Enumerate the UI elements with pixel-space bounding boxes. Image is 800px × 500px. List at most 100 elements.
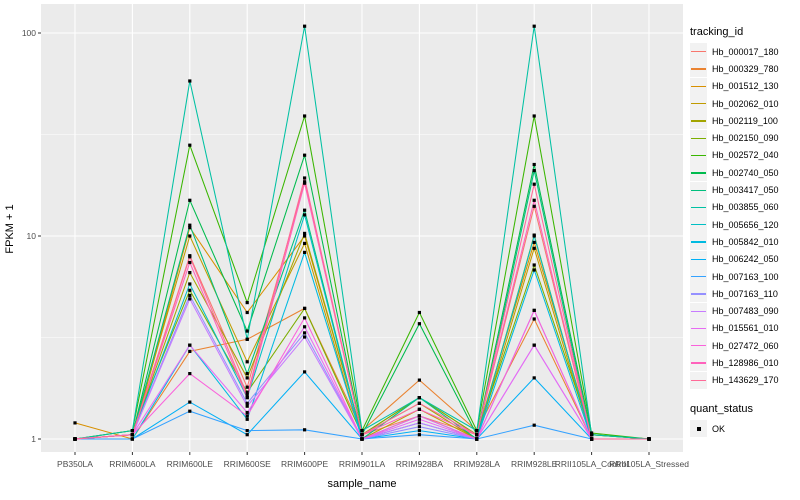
line-key-icon <box>690 371 707 389</box>
data-point <box>303 114 307 118</box>
x-tick-label-RRIM600LA: RRIM600LA <box>109 459 156 469</box>
legend-item-Hb_002062_010: Hb_002062_010 <box>690 95 800 113</box>
legend-item-Hb_007483_090: Hb_007483_090 <box>690 302 800 320</box>
x-tick-label-RRIM928LE: RRIM928LE <box>511 459 558 469</box>
legend-item-label: Hb_007163_100 <box>712 271 779 282</box>
line-key-icon <box>690 233 707 251</box>
line-key-icon <box>690 198 707 216</box>
data-point <box>532 24 536 28</box>
data-point <box>532 317 536 321</box>
legend-item-Hb_000329_780: Hb_000329_780 <box>690 60 800 78</box>
data-point <box>188 234 192 238</box>
data-point <box>303 331 307 335</box>
legend-item-Hb_027472_060: Hb_027472_060 <box>690 337 800 355</box>
y-tick-label: 1 <box>31 433 36 444</box>
data-point <box>188 343 192 347</box>
data-point <box>188 260 192 265</box>
legend-item-label: Hb_005656_120 <box>712 219 779 230</box>
line-key-icon <box>690 77 707 95</box>
legend-item-label: Hb_143629_170 <box>712 375 779 386</box>
data-point <box>303 306 307 310</box>
data-point <box>303 181 307 185</box>
legend-item-Hb_007163_100: Hb_007163_100 <box>690 268 800 285</box>
line-key-icon <box>690 354 707 372</box>
data-point <box>188 143 192 147</box>
line-key-icon <box>690 268 707 285</box>
legend-item-label: Hb_002150_090 <box>712 133 779 144</box>
legend-item-label: Hb_002062_010 <box>712 98 779 109</box>
data-point <box>245 393 249 397</box>
y-tick-label: 10 <box>26 230 36 241</box>
data-point <box>360 429 364 433</box>
data-point <box>590 433 594 437</box>
data-point <box>532 114 536 118</box>
line-key-icon <box>690 95 707 113</box>
data-point <box>417 417 421 421</box>
data-point <box>188 79 192 83</box>
legend-item-label: Hb_003855_060 <box>712 202 779 213</box>
legend: tracking_id Hb_000017_180 Hb_000329_780 Hb… <box>690 26 800 438</box>
data-point <box>303 153 307 157</box>
legend-item-label: Hb_000017_180 <box>712 46 779 57</box>
data-point <box>303 234 307 238</box>
data-point <box>188 293 192 297</box>
legend-item-Hb_005656_120: Hb_005656_120 <box>690 216 800 234</box>
data-point <box>130 433 134 437</box>
data-point <box>532 204 536 208</box>
legend-item-Hb_002740_050: Hb_002740_050 <box>690 164 800 182</box>
data-point <box>303 370 307 374</box>
data-point <box>532 162 536 167</box>
legend-item-label: Hb_003417_050 <box>712 185 779 196</box>
data-point <box>417 414 421 418</box>
legend-item-label: Hb_000329_780 <box>712 63 779 74</box>
legend-item-Hb_143629_170: Hb_143629_170 <box>690 371 800 389</box>
legend-item-Hb_007163_110: Hb_007163_110 <box>690 285 800 303</box>
data-point <box>303 208 307 212</box>
data-point <box>245 360 249 364</box>
data-point <box>245 372 249 376</box>
y-tick-label: 100 <box>21 27 36 38</box>
legend-item-Hb_128986_010: Hb_128986_010 <box>690 354 800 372</box>
data-point <box>188 400 192 404</box>
data-point <box>532 246 536 250</box>
legend-item-Hb_002150_090: Hb_002150_090 <box>690 129 800 147</box>
x-tick-label-PB350LA: PB350LA <box>57 459 93 469</box>
data-point <box>360 433 364 437</box>
legend-item-Hb_015561_010: Hb_015561_010 <box>690 319 800 337</box>
x-tick-label-RRIM928LA: RRIM928LA <box>453 459 500 469</box>
data-point <box>130 437 134 441</box>
x-axis-title: sample_name <box>327 478 397 490</box>
data-point <box>417 401 421 405</box>
line-key-icon <box>690 216 707 234</box>
data-point <box>532 268 536 272</box>
legend-item-label: OK <box>712 423 726 434</box>
legend-item-label: Hb_007483_090 <box>712 306 779 317</box>
data-point <box>417 425 421 429</box>
line-key-icon <box>690 319 707 337</box>
line-key-icon <box>690 250 707 268</box>
line-key-icon <box>690 285 707 303</box>
data-point <box>590 431 594 435</box>
legend-item-label: Hb_007163_110 <box>712 288 778 299</box>
data-point <box>532 423 536 427</box>
line-key-icon <box>690 146 707 164</box>
legend-item-Hb_002119_100: Hb_002119_100 <box>690 112 800 130</box>
data-point <box>188 297 192 301</box>
y-axis-title: FPKM + 1 <box>4 204 16 254</box>
data-point <box>73 421 77 425</box>
data-point <box>188 409 192 413</box>
data-point <box>245 385 249 389</box>
data-point <box>532 169 536 173</box>
data-point <box>532 308 536 312</box>
data-point <box>532 240 536 244</box>
data-point <box>245 396 249 400</box>
data-point <box>73 437 77 441</box>
line-key-icon <box>690 112 707 130</box>
legend-item-label: Hb_006242_050 <box>712 254 779 265</box>
data-point <box>417 322 421 326</box>
legend-item-Hb_006242_050: Hb_006242_050 <box>690 250 800 268</box>
x-tick-label-RRIM600PE: RRIM600PE <box>280 459 329 469</box>
data-point <box>245 390 249 394</box>
